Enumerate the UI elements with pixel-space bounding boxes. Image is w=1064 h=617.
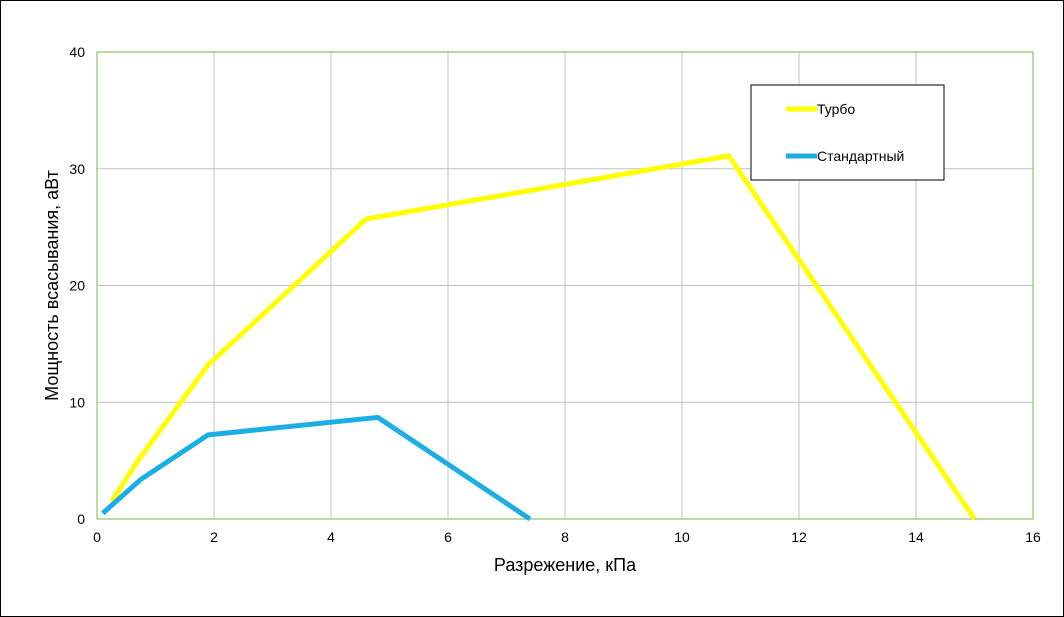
legend-label: Стандартный bbox=[817, 148, 904, 164]
tick-labels: 0 2 4 6 8 10 12 14 16 0 10 20 30 40 bbox=[69, 44, 1041, 545]
y-axis-title: Мощность всасывания, аВт bbox=[42, 170, 62, 401]
y-tick-label: 0 bbox=[77, 511, 85, 527]
x-tick-label: 12 bbox=[791, 529, 807, 545]
x-tick-label: 8 bbox=[561, 529, 569, 545]
x-tick-label: 0 bbox=[93, 529, 101, 545]
y-tick-label: 40 bbox=[69, 44, 85, 60]
plot-area-border bbox=[96, 51, 1034, 520]
legend: Турбо Стандартный bbox=[750, 84, 945, 181]
x-axis-title: Разрежение, кПа bbox=[494, 555, 637, 575]
y-tick-label: 30 bbox=[69, 161, 85, 177]
y-tick-label: 20 bbox=[69, 278, 85, 294]
x-tick-label: 10 bbox=[674, 529, 690, 545]
series-line-1 bbox=[101, 414, 532, 522]
x-tick-label: 4 bbox=[327, 529, 335, 545]
x-tick-label: 6 bbox=[444, 529, 452, 545]
series-line-0 bbox=[109, 153, 977, 521]
x-tick-label: 16 bbox=[1025, 529, 1041, 545]
x-tick-label: 14 bbox=[908, 529, 924, 545]
x-tick-label: 2 bbox=[210, 529, 218, 545]
legend-box bbox=[750, 84, 945, 181]
series-lines bbox=[101, 153, 977, 522]
y-tick-label: 10 bbox=[69, 394, 85, 410]
legend-label: Турбо bbox=[817, 101, 855, 117]
